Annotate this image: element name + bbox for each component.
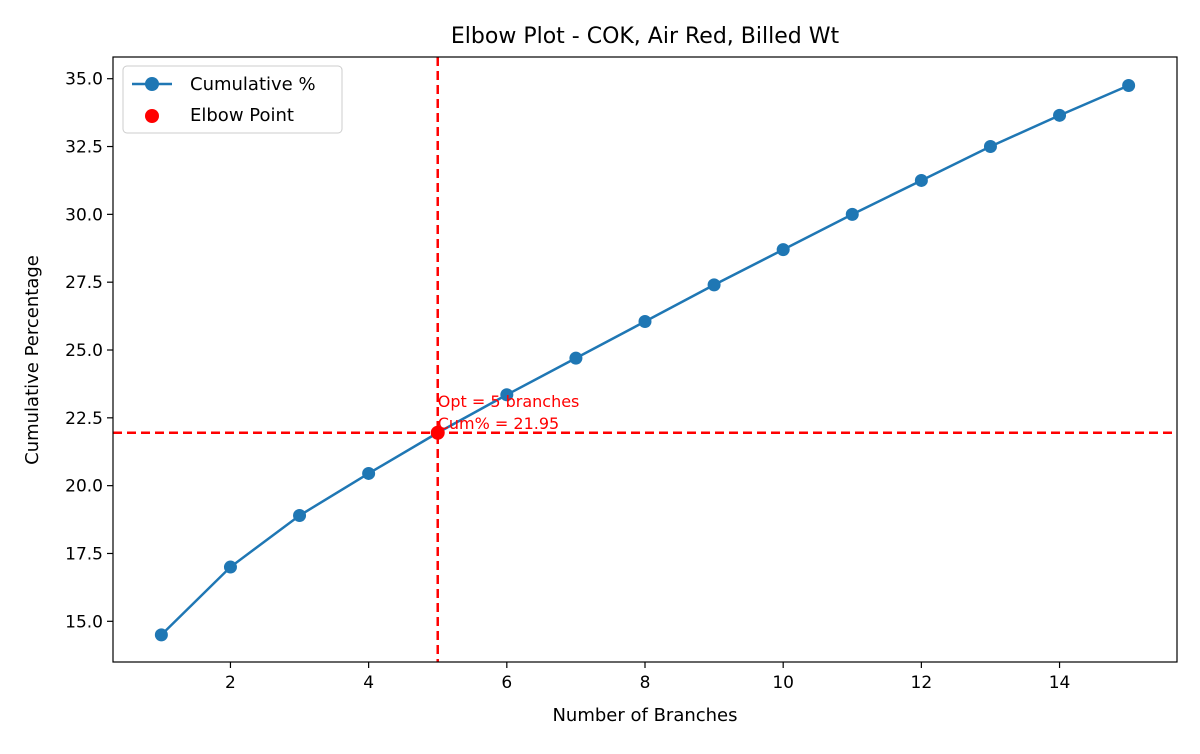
y-axis-ticks: 15.0 17.5 20.0 22.5 25.0 27.5 30.0 32.5 35.0: [65, 70, 113, 632]
data-point: [569, 351, 583, 365]
x-tick-label: 4: [363, 673, 374, 693]
data-point: [983, 140, 997, 154]
annotation-layer: Opt = 5 branches Cum% = 21.95: [438, 392, 580, 433]
legend-label-cumulative: Cumulative %: [190, 74, 316, 95]
x-axis-ticks: 2 4 6 8 10 12 14: [225, 662, 1070, 693]
legend-dot-marker: [145, 77, 159, 91]
y-tick-label: 35.0: [65, 70, 103, 90]
y-tick-label: 17.5: [65, 544, 103, 564]
chart-title: Elbow Plot - COK, Air Red, Billed Wt: [451, 24, 840, 49]
annotation-line-1: Opt = 5 branches: [438, 392, 580, 411]
data-point: [776, 243, 790, 257]
x-tick-label: 8: [640, 673, 651, 693]
y-tick-label: 22.5: [65, 409, 103, 429]
data-point: [1122, 78, 1136, 92]
data-point: [1053, 108, 1067, 122]
elbow-point-marker: [430, 425, 445, 440]
x-tick-label: 10: [772, 673, 794, 693]
legend-elbow-marker: [145, 109, 159, 123]
legend-label-elbow-point: Elbow Point: [190, 105, 294, 126]
elbow-layer: [430, 425, 445, 440]
reference-lines: [113, 57, 1177, 662]
data-point: [845, 207, 859, 221]
data-point: [707, 278, 721, 292]
y-tick-label: 25.0: [65, 341, 103, 361]
x-tick-label: 12: [911, 673, 933, 693]
data-point: [914, 173, 928, 187]
x-tick-label: 2: [225, 673, 236, 693]
data-point: [500, 388, 514, 402]
y-tick-label: 20.0: [65, 477, 103, 497]
data-point: [638, 315, 652, 329]
data-point: [362, 466, 376, 480]
data-point: [223, 560, 237, 574]
y-axis-label: Cumulative Percentage: [22, 255, 43, 465]
x-tick-label: 14: [1049, 673, 1071, 693]
x-tick-label: 6: [501, 673, 512, 693]
legend: Cumulative % Elbow Point: [122, 65, 343, 134]
y-tick-label: 32.5: [65, 138, 103, 158]
y-tick-label: 15.0: [65, 612, 103, 632]
data-point: [293, 508, 307, 522]
x-axis-label: Number of Branches: [552, 705, 737, 726]
annotation-line-2: Cum% = 21.95: [438, 414, 559, 433]
data-point: [154, 628, 168, 642]
y-tick-label: 27.5: [65, 273, 103, 293]
y-tick-label: 30.0: [65, 205, 103, 225]
